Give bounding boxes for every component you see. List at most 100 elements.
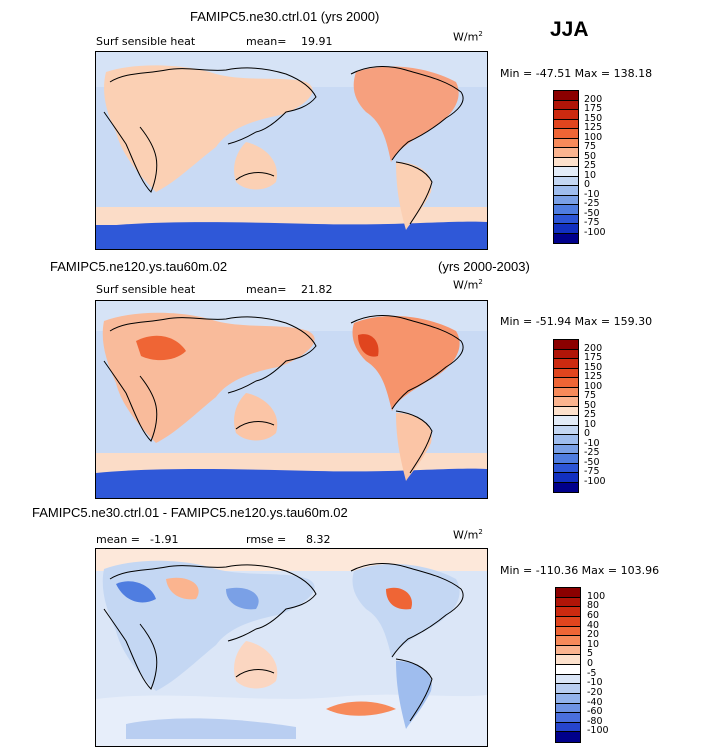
colorbar-swatch — [554, 444, 578, 454]
colorbar-tick-label: -100 — [584, 475, 606, 487]
colorbar-swatch — [554, 378, 578, 388]
colorbar-tick-label: 20 — [587, 629, 600, 641]
panel3-colorbar — [555, 587, 581, 743]
colorbar-swatch — [556, 732, 580, 742]
colorbar-swatch — [556, 626, 580, 637]
colorbar-tick-label: 25 — [584, 409, 597, 420]
panel3-rmse-label: rmse = — [246, 533, 287, 546]
colorbar-swatch — [554, 397, 578, 407]
panel2-colorbar — [553, 339, 579, 493]
colorbar-swatch — [554, 425, 578, 435]
colorbar-swatch — [554, 148, 578, 158]
colorbar-swatch — [554, 176, 578, 186]
colorbar-tick-label: -75 — [584, 217, 600, 228]
colorbar-tick-label: -10 — [584, 437, 600, 449]
panel1-map — [95, 51, 488, 250]
colorbar-swatch — [554, 349, 578, 359]
colorbar-swatch — [556, 616, 580, 627]
panel3-minmax: Min = -110.36 Max = 103.96 — [500, 564, 660, 577]
panel3-units: W/m2 — [453, 528, 483, 542]
panel2-minmax: Min = -51.94 Max = 159.30 — [500, 315, 653, 328]
colorbar-swatch — [556, 674, 580, 685]
colorbar-tick-label: 75 — [584, 141, 597, 152]
colorbar-tick-label: 10 — [584, 169, 597, 181]
colorbar-swatch — [554, 157, 578, 167]
colorbar-swatch — [554, 482, 578, 492]
colorbar-tick-label: -10 — [587, 677, 603, 689]
colorbar-swatch — [554, 387, 578, 397]
panel2-map-svg — [96, 301, 487, 498]
panel3-rmse-value: 8.32 — [306, 533, 331, 546]
colorbar-tick-label: -60 — [587, 706, 603, 718]
colorbar-tick-label: 125 — [584, 371, 603, 382]
panel2-units: W/m2 — [453, 278, 483, 292]
colorbar-tick-label: 50 — [584, 399, 597, 411]
colorbar-tick-label: 25 — [584, 160, 597, 171]
colorbar-swatch — [554, 186, 578, 196]
colorbar-tick-label: -50 — [584, 456, 600, 468]
colorbar-swatch — [556, 607, 580, 617]
colorbar-swatch — [554, 129, 578, 139]
panel2-mean-value: 21.82 — [301, 283, 333, 296]
colorbar-tick-label: 100 — [584, 380, 603, 392]
panel3-mean-label: mean = — [96, 533, 140, 546]
colorbar-swatch — [554, 138, 578, 148]
colorbar-swatch — [556, 713, 580, 723]
colorbar-tick-label: 0 — [584, 179, 591, 190]
colorbar-swatch — [554, 340, 578, 350]
panel2-map — [95, 300, 488, 499]
panel1-mean-label: mean= — [246, 35, 287, 48]
colorbar-tick-label: 175 — [584, 103, 603, 114]
colorbar-tick-label: -100 — [587, 725, 609, 737]
colorbar-tick-label: -20 — [587, 686, 603, 698]
colorbar-swatch — [556, 636, 580, 646]
colorbar-tick-label: -10 — [584, 188, 600, 200]
colorbar-swatch — [554, 214, 578, 224]
panel1-variable: Surf sensible heat — [96, 35, 196, 48]
colorbar-swatch — [556, 693, 580, 704]
colorbar-swatch — [554, 224, 578, 234]
panel2-title-left: FAMIPC5.ne120.ys.tau60m.02 — [50, 259, 228, 274]
colorbar-swatch — [556, 655, 580, 665]
panel3-title: FAMIPC5.ne30.ctrl.01 - FAMIPC5.ne120.ys.… — [32, 505, 348, 520]
colorbar-swatch — [554, 119, 578, 129]
colorbar-tick-label: 50 — [584, 150, 597, 162]
colorbar-swatch — [554, 463, 578, 473]
panel2-title-right: (yrs 2000-2003) — [438, 259, 530, 274]
colorbar-tick-label: -5 — [587, 667, 597, 679]
colorbar-tick-label: 5 — [587, 648, 594, 660]
colorbar-swatch — [554, 435, 578, 445]
colorbar-swatch — [554, 454, 578, 464]
colorbar-tick-label: 150 — [584, 112, 603, 124]
colorbar-swatch — [554, 91, 578, 101]
colorbar-swatch — [554, 233, 578, 243]
colorbar-tick-label: -25 — [584, 447, 600, 458]
colorbar-tick-label: -75 — [584, 466, 600, 477]
colorbar-tick-label: -40 — [587, 696, 603, 708]
colorbar-swatch — [556, 665, 580, 675]
panel3-map — [95, 548, 488, 747]
season-label: JJA — [550, 18, 589, 41]
colorbar-swatch — [554, 100, 578, 110]
panel1-mean-value: 19.91 — [301, 35, 333, 48]
panel1-units: W/m2 — [453, 30, 483, 44]
panel3-mean-value: -1.91 — [150, 533, 179, 546]
colorbar-swatch — [556, 588, 580, 598]
colorbar-swatch — [554, 167, 578, 177]
panel1-minmax: Min = -47.51 Max = 138.18 — [500, 67, 653, 80]
colorbar-swatch — [554, 359, 578, 369]
colorbar-swatch — [556, 722, 580, 733]
panel1-map-svg — [96, 52, 487, 249]
colorbar-tick-label: 0 — [584, 428, 591, 439]
colorbar-tick-label: 175 — [584, 352, 603, 363]
colorbar-tick-label: -80 — [587, 715, 603, 727]
colorbar-swatch — [554, 195, 578, 205]
colorbar-tick-label: -25 — [584, 198, 600, 209]
colorbar-swatch — [556, 597, 580, 608]
panel2-variable: Surf sensible heat — [96, 283, 196, 296]
colorbar-swatch — [554, 473, 578, 483]
colorbar-swatch — [554, 406, 578, 416]
colorbar-tick-label: 200 — [584, 93, 603, 105]
colorbar-tick-label: 40 — [587, 619, 600, 631]
colorbar-swatch — [554, 110, 578, 120]
